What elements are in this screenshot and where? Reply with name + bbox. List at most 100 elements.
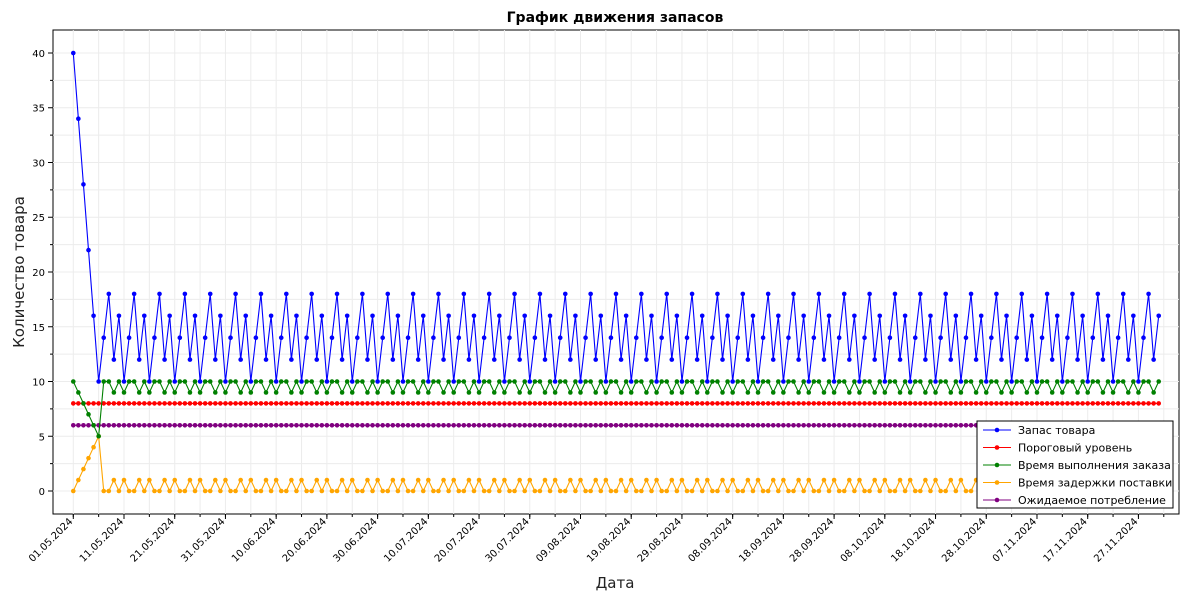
- data-point: [91, 401, 96, 406]
- data-point: [816, 379, 822, 384]
- data-point: [537, 379, 543, 384]
- data-point: [258, 291, 264, 297]
- data-point: [588, 488, 593, 494]
- data-point: [639, 401, 644, 406]
- data-point: [847, 357, 852, 362]
- data-point: [415, 477, 421, 483]
- data-point: [167, 313, 172, 319]
- data-point: [740, 423, 746, 428]
- data-point: [573, 488, 578, 494]
- x-tick-label: 28.09.2024: [788, 516, 836, 564]
- y-tick-label: 35: [32, 104, 45, 115]
- data-point: [355, 423, 360, 428]
- data-point: [862, 423, 867, 428]
- data-point: [304, 488, 309, 494]
- data-point: [613, 423, 619, 428]
- data-point: [273, 390, 279, 395]
- data-point: [471, 401, 477, 406]
- data-point: [70, 423, 76, 428]
- data-point: [319, 423, 325, 428]
- data-point: [197, 423, 203, 428]
- data-point: [588, 379, 593, 384]
- data-point: [233, 291, 238, 297]
- data-point: [1100, 357, 1106, 362]
- data-point: [907, 401, 913, 406]
- data-point: [963, 423, 969, 428]
- data-point: [679, 401, 685, 406]
- data-point: [309, 488, 314, 494]
- data-point: [1039, 379, 1045, 384]
- data-point: [121, 379, 127, 384]
- data-point: [294, 488, 299, 494]
- data-point: [365, 357, 370, 362]
- data-point: [162, 357, 167, 362]
- data-point: [385, 379, 391, 384]
- data-point: [436, 488, 441, 494]
- data-point: [355, 488, 360, 494]
- data-point: [704, 379, 710, 384]
- data-point: [1019, 291, 1025, 297]
- data-point: [1060, 401, 1065, 406]
- data-point: [907, 379, 913, 384]
- data-point: [806, 390, 812, 395]
- data-point: [867, 401, 872, 406]
- data-point: [486, 423, 492, 428]
- data-point: [329, 423, 335, 428]
- data-point: [451, 401, 456, 406]
- data-point: [415, 390, 421, 395]
- data-point: [578, 390, 583, 395]
- data-point: [872, 423, 877, 428]
- data-point: [446, 401, 451, 406]
- data-point: [786, 488, 791, 494]
- data-point: [907, 423, 913, 428]
- data-point: [674, 423, 680, 428]
- data-point: [436, 401, 441, 406]
- grid-layer: [53, 30, 1179, 514]
- data-point: [365, 477, 370, 483]
- data-point: [157, 401, 162, 406]
- data-point: [603, 423, 609, 428]
- data-point: [197, 401, 203, 406]
- data-point: [603, 477, 609, 483]
- data-point: [968, 379, 974, 384]
- data-point: [177, 379, 183, 384]
- x-axis-label: Дата: [596, 574, 635, 592]
- data-point: [781, 390, 786, 395]
- data-point: [131, 488, 137, 494]
- data-point: [649, 488, 654, 494]
- data-point: [76, 390, 81, 395]
- data-point: [1156, 313, 1162, 319]
- data-point: [441, 390, 446, 395]
- data-point: [294, 401, 299, 406]
- data-point: [649, 379, 654, 384]
- data-point: [953, 401, 959, 406]
- data-point: [918, 488, 923, 494]
- data-point: [1151, 357, 1156, 362]
- data-point: [649, 401, 654, 406]
- data-point: [273, 423, 279, 428]
- x-tick-label: 08.09.2024: [687, 516, 735, 564]
- data-point: [319, 313, 325, 319]
- data-point: [324, 379, 330, 384]
- data-point: [172, 379, 178, 384]
- data-point: [532, 335, 538, 341]
- data-point: [390, 477, 396, 483]
- data-point: [593, 423, 599, 428]
- data-point: [542, 357, 548, 362]
- data-point: [182, 379, 188, 384]
- data-point: [973, 390, 979, 395]
- data-point: [365, 423, 370, 428]
- data-point: [613, 401, 619, 406]
- data-point: [268, 401, 274, 406]
- data-point: [715, 379, 720, 384]
- data-point: [86, 455, 91, 461]
- y-tick-label: 20: [32, 268, 45, 279]
- data-point: [420, 313, 426, 319]
- data-point: [1070, 401, 1075, 406]
- data-point: [730, 477, 735, 483]
- data-point: [603, 401, 609, 406]
- data-point: [466, 357, 472, 362]
- data-point: [218, 488, 223, 494]
- data-point: [116, 313, 122, 319]
- data-point: [623, 401, 629, 406]
